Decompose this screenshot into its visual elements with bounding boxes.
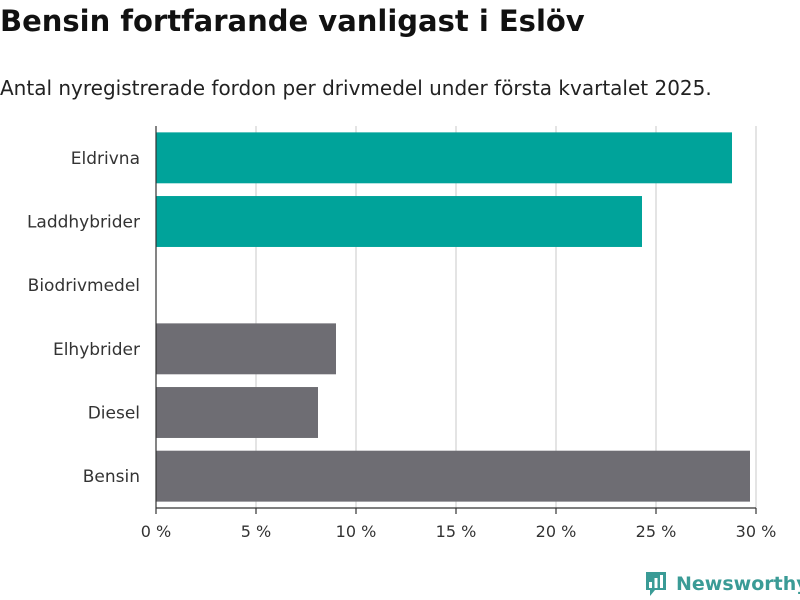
brand-name: Newsworthy: [676, 573, 800, 595]
bar-bensin: [156, 450, 750, 502]
category-label: Laddhybrider: [27, 213, 140, 233]
chart-subtitle: Antal nyregistrerade fordon per drivmede…: [0, 76, 712, 100]
x-tick-label: 0 %: [141, 522, 171, 541]
bar-diesel: [156, 387, 318, 438]
category-label: Biodrivmedel: [28, 276, 140, 296]
category-label: Diesel: [88, 404, 140, 424]
newsworthy-logo-icon: [646, 572, 666, 596]
x-tick-label: 5 %: [241, 522, 271, 541]
x-tick-label: 25 %: [636, 522, 677, 541]
chart-title: Bensin fortfarande vanligast i Eslöv: [0, 4, 585, 38]
bar-eldrivna: [156, 132, 732, 184]
bar-elhybrider: [156, 323, 336, 375]
x-tick-label: 10 %: [336, 522, 377, 541]
brand-logo: Newsworthy: [644, 570, 800, 598]
bar-laddhybrider: [156, 196, 642, 247]
x-tick-label: 30 %: [736, 522, 777, 541]
x-tick-label: 20 %: [536, 522, 577, 541]
category-label: Eldrivna: [71, 149, 140, 169]
category-label: Elhybrider: [53, 340, 140, 360]
category-label: Bensin: [83, 467, 140, 487]
x-tick-label: 15 %: [436, 522, 477, 541]
